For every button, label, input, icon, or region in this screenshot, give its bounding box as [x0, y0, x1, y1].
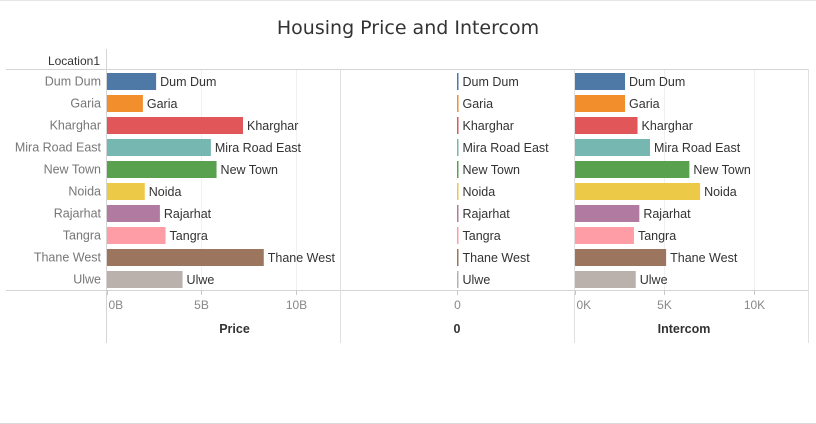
row-label-garia: Garia [70, 97, 101, 111]
row-label-noida: Noida [68, 185, 101, 199]
bar-label-mira-road-east: Mira Road East [654, 141, 741, 155]
bar-noida[interactable] [457, 183, 459, 200]
axis-title-intercom: Intercom [658, 322, 711, 336]
bar-new-town[interactable] [575, 161, 690, 178]
row-label-mira-road-east: Mira Road East [15, 141, 102, 155]
bar-label-noida: Noida [149, 185, 182, 199]
tick-label: 5K [657, 298, 672, 312]
bar-tangra[interactable] [107, 227, 166, 244]
bar-rajarhat[interactable] [457, 205, 459, 222]
axis-title-price: Price [219, 322, 250, 336]
bar-label-rajarhat: Rajarhat [164, 207, 212, 221]
row-label-ulwe: Ulwe [73, 273, 101, 287]
bar-label-ulwe: Ulwe [463, 273, 491, 287]
row-labels: Dum Dum Garia Kharghar Mira Road East New To… [15, 75, 102, 287]
bar-mira-road-east[interactable] [107, 139, 211, 156]
bar-noida[interactable] [575, 183, 701, 200]
bar-label-tangra: Tangra [170, 229, 208, 243]
bar-tangra[interactable] [457, 227, 459, 244]
bar-thane-west[interactable] [575, 249, 667, 266]
bar-label-rajarhat: Rajarhat [643, 207, 691, 221]
bar-new-town[interactable] [107, 161, 217, 178]
bar-label-dum-dum: Dum Dum [160, 75, 216, 89]
row-label-new-town: New Town [44, 163, 101, 177]
bar-label-thane-west: Thane West [463, 251, 531, 265]
panels: Dum Dum Garia Kharghar Mira Road East New To… [107, 70, 765, 336]
bar-rajarhat[interactable] [107, 205, 160, 222]
chart-title: Housing Price and Intercom [277, 17, 539, 39]
bar-label-garia: Garia [463, 97, 494, 111]
row-label-rajarhat: Rajarhat [54, 207, 102, 221]
bar-thane-west[interactable] [107, 249, 264, 266]
tick-label: 10K [744, 298, 765, 312]
bar-label-kharghar: Kharghar [463, 119, 514, 133]
bar-label-noida: Noida [463, 185, 496, 199]
tick-label: 5B [194, 298, 209, 312]
bar-kharghar[interactable] [575, 117, 638, 134]
bar-thane-west[interactable] [457, 249, 459, 266]
row-label-kharghar: Kharghar [50, 119, 101, 133]
bar-label-dum-dum: Dum Dum [463, 75, 519, 89]
grid-frame [6, 49, 809, 343]
bar-ulwe[interactable] [575, 271, 636, 288]
bar-label-rajarhat: Rajarhat [463, 207, 511, 221]
bar-label-dum-dum: Dum Dum [629, 75, 685, 89]
bar-label-ulwe: Ulwe [640, 273, 668, 287]
bar-label-new-town: New Town [463, 163, 520, 177]
panel-price: Dum Dum Garia Kharghar Mira Road East New To… [107, 70, 335, 336]
bar-label-kharghar: Kharghar [247, 119, 298, 133]
bar-dum-dum[interactable] [107, 73, 157, 90]
bar-label-new-town: New Town [693, 163, 750, 177]
bar-mira-road-east[interactable] [457, 139, 459, 156]
tick-label: 0B [109, 298, 124, 312]
bar-kharghar[interactable] [457, 117, 459, 134]
bar-label-new-town: New Town [221, 163, 278, 177]
bar-label-thane-west: Thane West [268, 251, 336, 265]
bar-label-thane-west: Thane West [670, 251, 738, 265]
bar-new-town[interactable] [457, 161, 459, 178]
bar-dum-dum[interactable] [457, 73, 459, 90]
bar-garia[interactable] [457, 95, 459, 112]
bar-label-garia: Garia [147, 97, 178, 111]
bar-rajarhat[interactable] [575, 205, 640, 222]
bar-label-noida: Noida [704, 185, 737, 199]
bar-label-mira-road-east: Mira Road East [215, 141, 302, 155]
bar-label-kharghar: Kharghar [642, 119, 693, 133]
row-label-thane-west: Thane West [34, 251, 102, 265]
bar-garia[interactable] [575, 95, 626, 112]
bar-tangra[interactable] [575, 227, 634, 244]
bar-kharghar[interactable] [107, 117, 243, 134]
row-header: Location1 [48, 54, 100, 68]
tick-label: 0K [577, 298, 592, 312]
bar-mira-road-east[interactable] [575, 139, 651, 156]
panel-intercom: Dum Dum Garia Kharghar Mira Road East New To… [575, 70, 765, 336]
panel-0: Dum Dum Garia Kharghar Mira Road East New To… [454, 73, 550, 336]
row-label-tangra: Tangra [63, 229, 101, 243]
bar-noida[interactable] [107, 183, 145, 200]
bar-ulwe[interactable] [107, 271, 183, 288]
bar-label-tangra: Tangra [463, 229, 501, 243]
tick-label: 10B [286, 298, 307, 312]
bar-label-ulwe: Ulwe [187, 273, 215, 287]
bar-label-mira-road-east: Mira Road East [463, 141, 550, 155]
bar-label-garia: Garia [629, 97, 660, 111]
bar-garia[interactable] [107, 95, 143, 112]
bar-dum-dum[interactable] [575, 73, 626, 90]
bar-ulwe[interactable] [457, 271, 459, 288]
axis-title-0: 0 [454, 322, 461, 336]
bar-label-tangra: Tangra [638, 229, 676, 243]
tick-label: 0 [454, 298, 461, 312]
row-label-dum-dum: Dum Dum [45, 75, 101, 89]
